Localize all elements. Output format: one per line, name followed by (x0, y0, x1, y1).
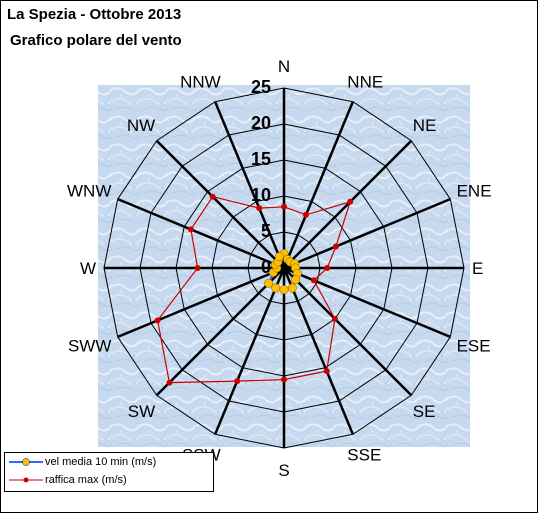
direction-label-e: E (472, 259, 483, 278)
point-raffica-se (331, 315, 338, 322)
point-raffica-nw (209, 193, 216, 200)
axis-spoke-nnw (213, 101, 286, 269)
point-raffica-nne (303, 211, 309, 218)
direction-label-nw: NW (127, 116, 155, 135)
direction-label-sww: SWW (68, 336, 111, 355)
point-raffica-s (281, 376, 287, 383)
axis-spoke-ssw (213, 267, 286, 435)
point-media-sw (264, 278, 274, 288)
legend-marker-media-icon (9, 458, 43, 466)
radial-tick-25: 25 (251, 77, 271, 97)
point-raffica-sw (166, 379, 173, 386)
point-raffica-ssw (234, 378, 241, 385)
point-raffica-nnw (256, 205, 263, 212)
point-media-nnw (274, 252, 284, 262)
axis-spoke-sse (282, 267, 355, 435)
radar-grid (103, 87, 465, 449)
direction-label-sse: SSE (347, 446, 381, 465)
axis-spoke-sw (155, 267, 285, 397)
point-media-se (291, 275, 301, 285)
axis-spoke-ne (283, 139, 413, 269)
point-raffica-n (281, 203, 287, 210)
direction-label-n: N (278, 57, 290, 76)
point-media-s (279, 285, 289, 295)
point-raffica-wnw (187, 226, 194, 233)
axis-spoke-se (283, 267, 413, 397)
legend-label-media: vel media 10 min (m/s) (45, 456, 157, 468)
legend-item-media: vel media 10 min (m/s) (5, 455, 213, 471)
direction-label-ene: ENE (457, 182, 492, 201)
point-raffica-sww (154, 317, 161, 324)
direction-label-se: SE (413, 402, 436, 421)
direction-label-s: S (278, 461, 289, 480)
axis-spoke-sww (117, 266, 285, 339)
direction-label-nne: NNE (347, 72, 383, 91)
direction-label-nnw: NNW (180, 72, 221, 91)
legend-marker-raffica-icon (9, 477, 43, 483)
radial-tick-0: 0 (261, 257, 271, 277)
legend-label-raffica: raffica max (m/s) (45, 474, 127, 486)
chart-subtitle: Grafico polare del vento (10, 32, 182, 49)
axis-spoke-nne (282, 101, 355, 269)
radial-tick-20: 20 (251, 113, 271, 133)
point-raffica-ese (310, 277, 317, 284)
axis-spoke-wnw (117, 197, 285, 270)
direction-label-w: W (80, 259, 96, 278)
legend-item-raffica: raffica max (m/s) (5, 473, 213, 489)
radar-series (154, 193, 354, 386)
point-raffica-ne (347, 198, 354, 205)
radial-tick-5: 5 (261, 221, 271, 241)
direction-label-ese: ESE (457, 336, 491, 355)
point-raffica-sse (323, 368, 330, 375)
radar-labels: 0510152025NNNENEENEEESESESSESSSWSWSWWWWN… (67, 57, 492, 480)
axis-spoke-ene (283, 197, 451, 270)
point-raffica-ene (332, 243, 339, 250)
point-media-sse (287, 283, 297, 293)
direction-label-sw: SW (128, 402, 155, 421)
point-raffica-w (194, 265, 201, 271)
point-media-ssw (271, 283, 281, 293)
radial-tick-10: 10 (251, 185, 271, 205)
point-raffica-e (324, 265, 331, 271)
axis-spoke-nw (155, 139, 285, 269)
chart-title: La Spezia - Ottobre 2013 (7, 6, 182, 23)
radial-tick-15: 15 (251, 149, 271, 169)
direction-label-ne: NE (413, 116, 437, 135)
legend: vel media 10 min (m/s) raffica max (m/s) (4, 452, 214, 492)
direction-label-wnw: WNW (67, 182, 111, 201)
